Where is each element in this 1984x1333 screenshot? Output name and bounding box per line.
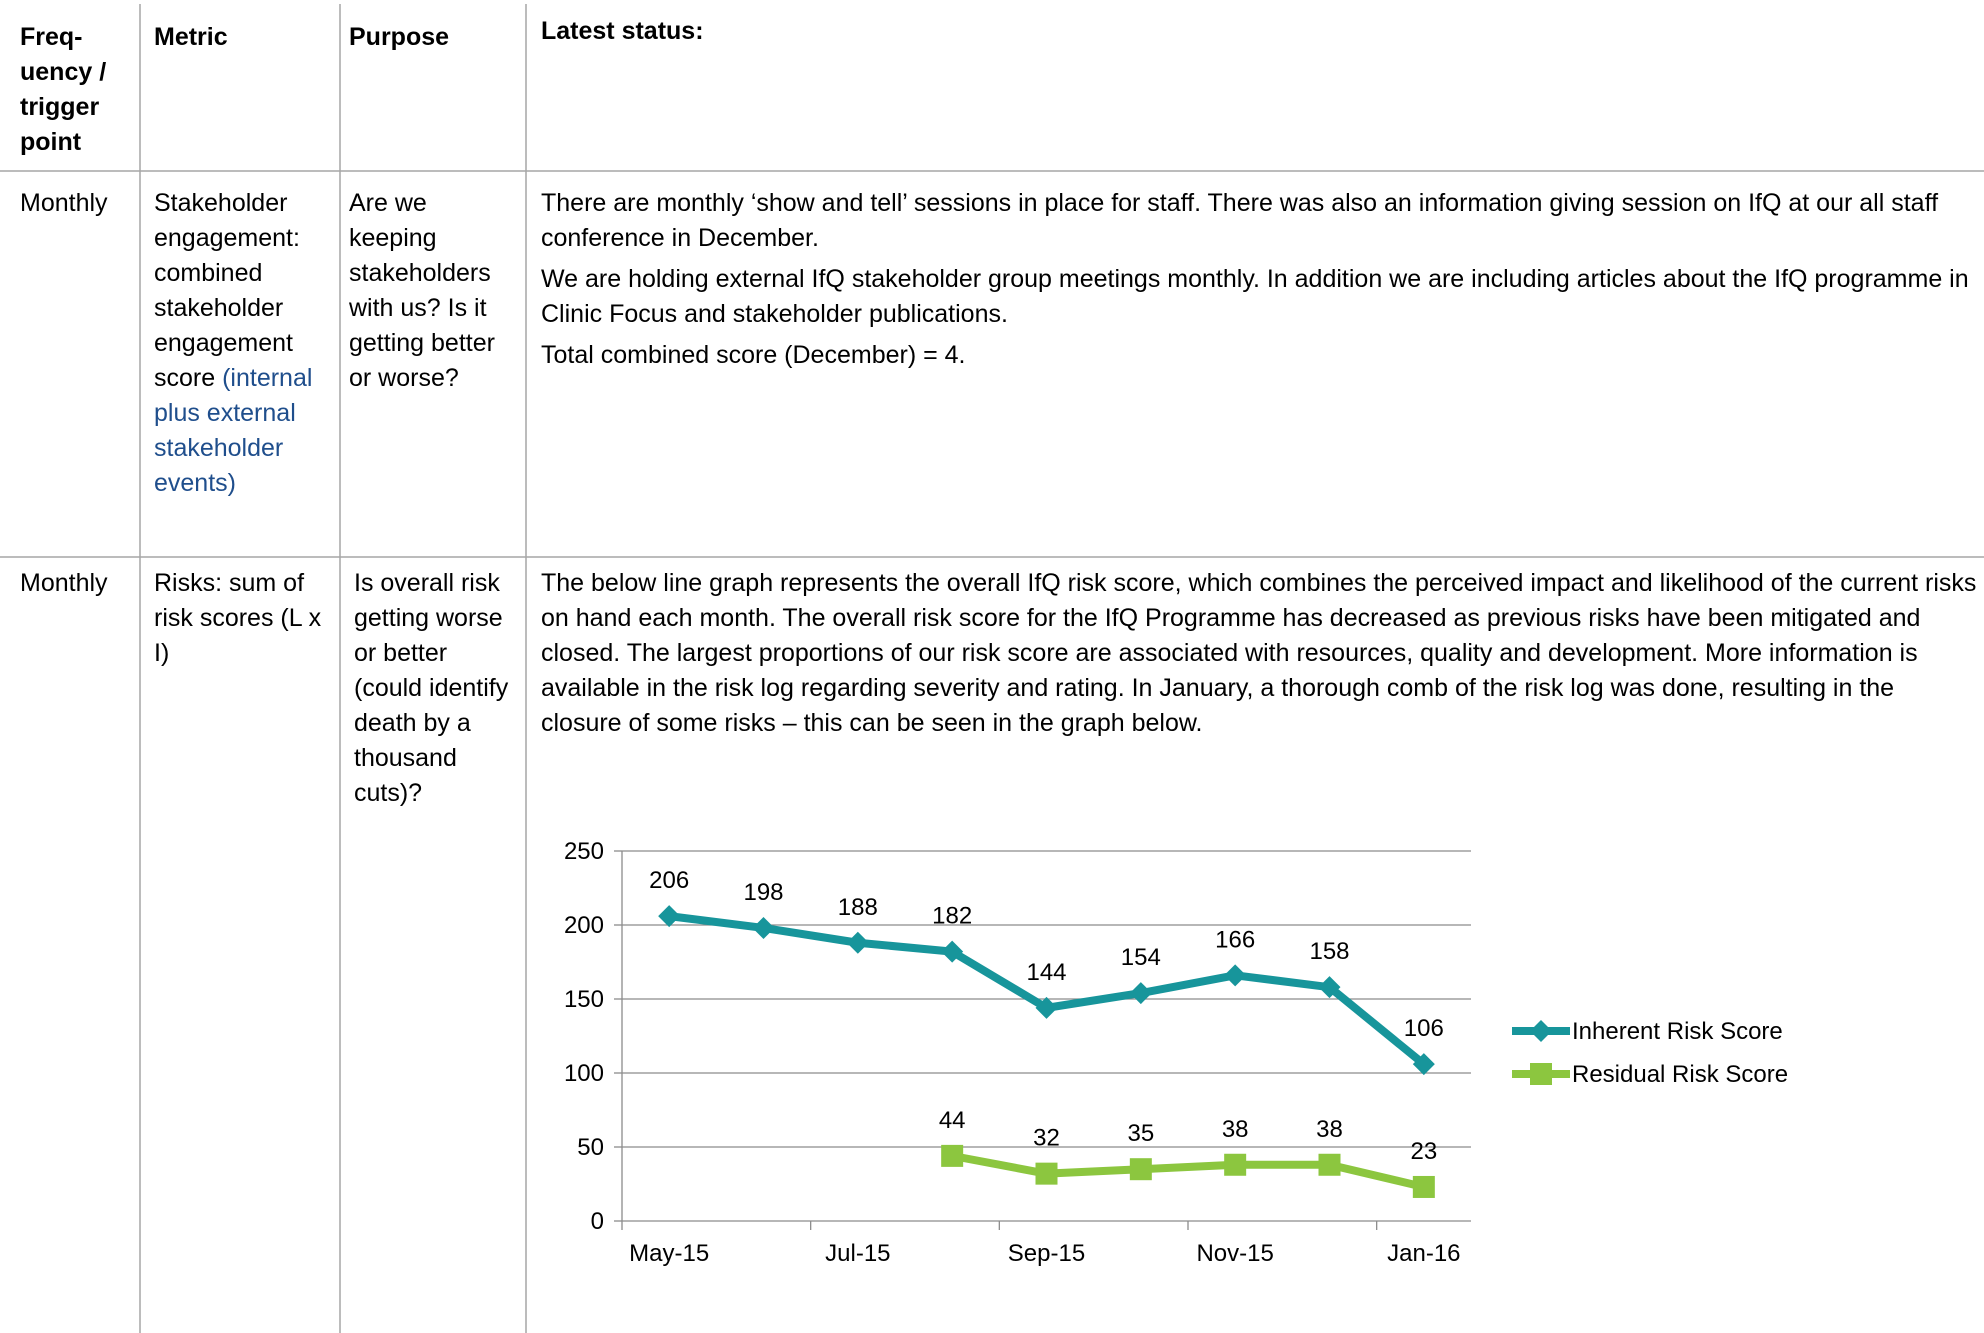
data-label: 166 [1215,926,1255,953]
frequency: Monthly [20,569,108,597]
data-label: 106 [1404,1015,1444,1042]
marker [1035,996,1058,1019]
data-label: 144 [1026,959,1066,986]
header-purpose: Purpose [349,23,450,51]
y-tick-label: 100 [564,1060,604,1087]
x-tick-label: Jan-16 [1387,1240,1460,1267]
marker [1530,1020,1552,1042]
x-tick-label: May-15 [629,1240,709,1267]
marker [1224,1153,1247,1176]
x-tick-label: Jul-15 [825,1240,890,1267]
y-tick-label: 250 [564,838,604,865]
marker [752,916,775,939]
marker [1035,1162,1058,1185]
marker [658,905,681,928]
marker [1129,982,1152,1005]
metric: Stakeholder engagement: combined stakeho… [154,186,334,501]
status-paragraph: Total combined score (December) = 4. [541,341,966,369]
header-status: Latest status: [541,17,704,45]
header-frequency: Freq-uency / trigger point [20,23,107,156]
status-paragraph: The below line graph represents the over… [541,569,1977,737]
purpose: Are we keeping stakeholders with us? Is … [349,189,495,392]
data-label: 38 [1316,1116,1343,1143]
x-tick-label: Nov-15 [1196,1240,1273,1267]
data-label: 38 [1222,1116,1249,1143]
marker [941,940,964,963]
metric-text: Stakeholder engagement: combined stakeho… [154,189,300,392]
marker [846,931,869,954]
x-tick-label: Sep-15 [1008,1240,1085,1267]
data-label: 158 [1309,938,1349,965]
y-tick-label: 50 [577,1134,604,1161]
data-label: 154 [1121,944,1161,971]
y-tick-label: 0 [591,1208,604,1235]
y-tick-label: 200 [564,912,604,939]
marker [1412,1175,1435,1198]
marker [1318,1153,1341,1176]
marker [1412,1053,1435,1076]
purpose: Is overall risk getting worse or better … [354,569,509,807]
status-paragraph: There are monthly ‘show and tell’ sessio… [541,189,1939,252]
data-label: 182 [932,903,972,930]
series-line [951,1151,1425,1191]
data-label: 23 [1410,1138,1437,1165]
marker [1530,1063,1552,1085]
marker [941,1144,964,1167]
status-paragraph: We are holding external IfQ stakeholder … [541,265,1969,328]
status: The below line graph represents the over… [541,566,1977,747]
data-label: 198 [743,879,783,906]
data-label: 206 [649,867,689,894]
legend-label: Inherent Risk Score [1572,1018,1783,1045]
marker [1224,964,1247,987]
status: There are monthly ‘show and tell’ sessio… [541,186,1977,379]
legend-label: Residual Risk Score [1572,1061,1788,1088]
table-rules [0,4,1984,1333]
data-label: 35 [1127,1120,1154,1147]
metric: Risks: sum of risk scores (L x I) [154,569,322,667]
marker [1318,976,1341,999]
data-label: 188 [838,894,878,921]
y-tick-label: 150 [564,986,604,1013]
header-metric: Metric [154,23,228,51]
data-label: 44 [939,1107,966,1134]
metric-note: (internal plus external stakeholder even… [154,364,313,497]
data-label: 32 [1033,1125,1060,1152]
marker [1129,1158,1152,1181]
frequency: Monthly [20,189,108,217]
